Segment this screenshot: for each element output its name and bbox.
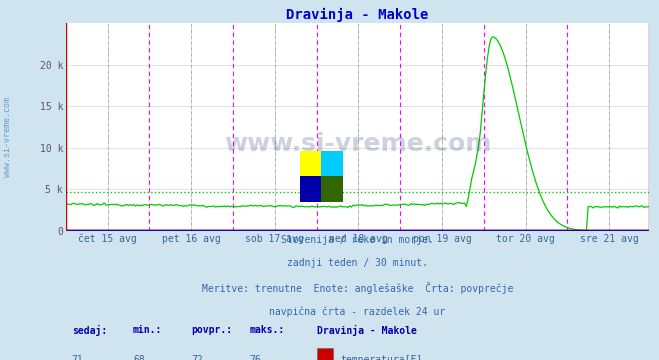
Text: Meritve: trenutne  Enote: anglešaške  Črta: povprečje: Meritve: trenutne Enote: anglešaške Črta… bbox=[202, 282, 513, 294]
FancyBboxPatch shape bbox=[317, 348, 333, 360]
Title: Dravinja - Makole: Dravinja - Makole bbox=[286, 8, 429, 22]
Text: www.si-vreme.com: www.si-vreme.com bbox=[3, 97, 13, 177]
Text: povpr.:: povpr.: bbox=[191, 325, 233, 335]
Text: 76: 76 bbox=[250, 355, 262, 360]
Text: min.:: min.: bbox=[133, 325, 162, 335]
Text: maks.:: maks.: bbox=[250, 325, 285, 335]
Text: Slovenija / reke in morje.: Slovenija / reke in morje. bbox=[281, 234, 434, 244]
Bar bbox=[322, 151, 343, 176]
Bar bbox=[322, 176, 343, 202]
Text: 71: 71 bbox=[72, 355, 84, 360]
Bar bbox=[300, 176, 322, 202]
Bar bbox=[300, 151, 322, 176]
Text: www.si-vreme.com: www.si-vreme.com bbox=[224, 132, 491, 156]
Text: zadnji teden / 30 minut.: zadnji teden / 30 minut. bbox=[287, 258, 428, 269]
Text: sedaj:: sedaj: bbox=[72, 325, 107, 336]
Text: Dravinja - Makole: Dravinja - Makole bbox=[317, 325, 416, 336]
Text: 72: 72 bbox=[191, 355, 203, 360]
Text: temperatura[F]: temperatura[F] bbox=[340, 355, 422, 360]
Text: 68: 68 bbox=[133, 355, 145, 360]
Text: navpična črta - razdelek 24 ur: navpična črta - razdelek 24 ur bbox=[270, 306, 445, 317]
